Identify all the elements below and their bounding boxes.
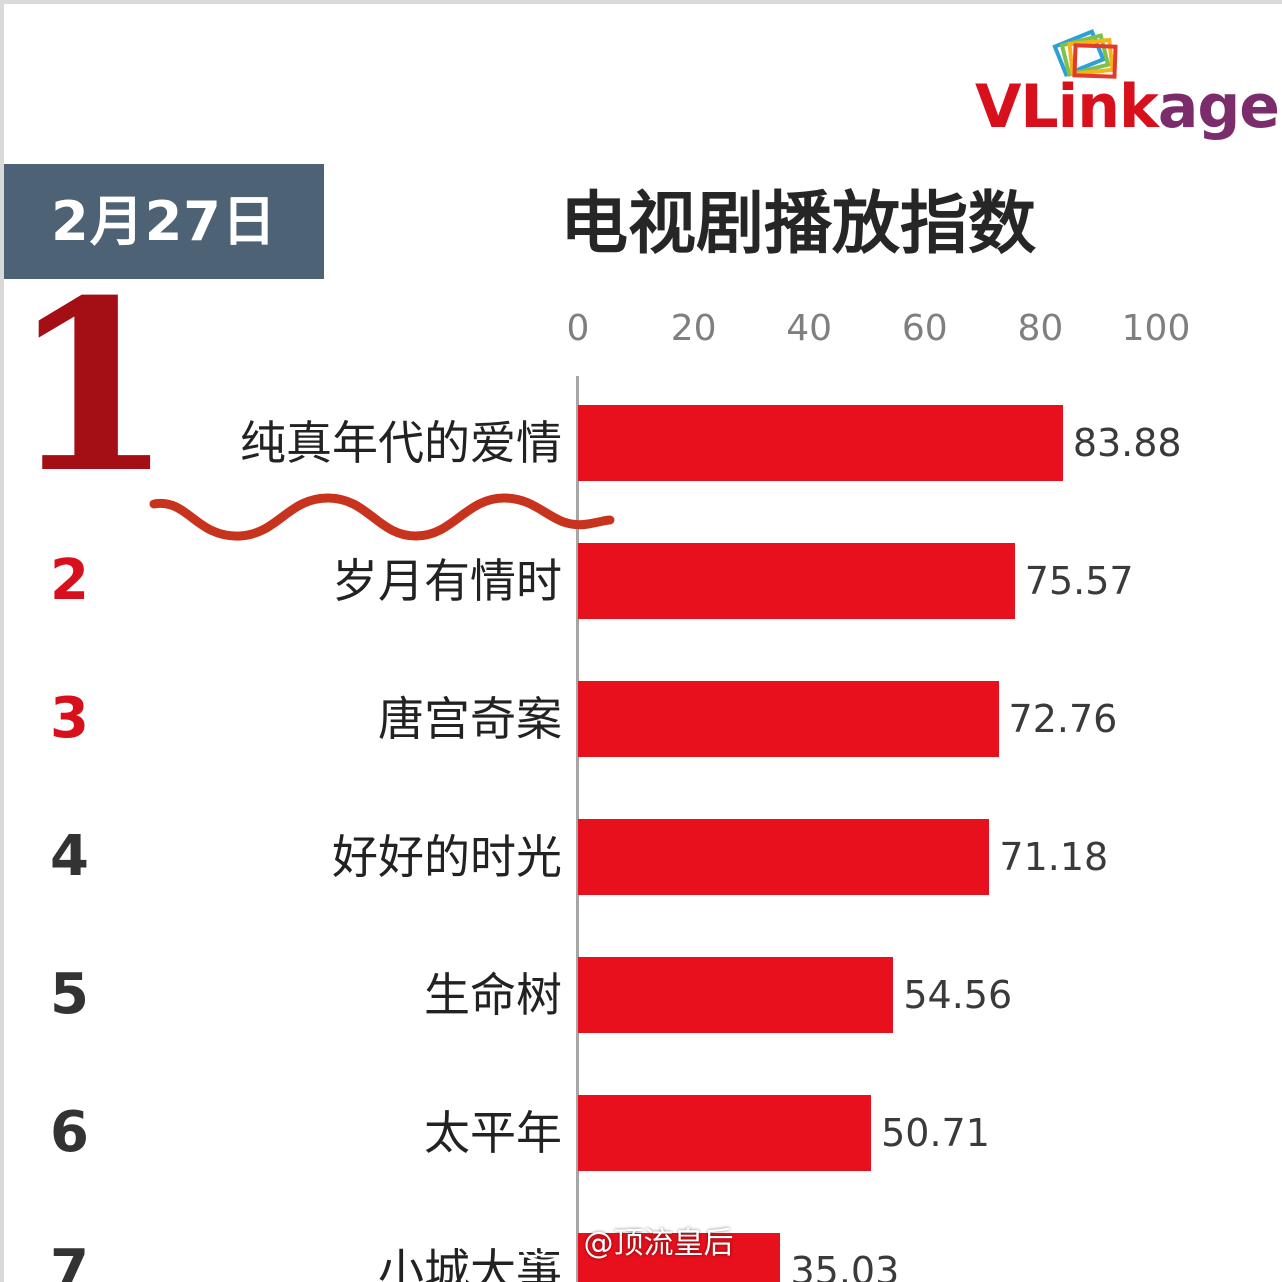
rank-number: 5 [50,962,89,1027]
category-label: 好好的时光 [332,830,562,884]
vlinkage-logo: VLinkage [975,20,1280,142]
rank-number: 2 [50,548,89,613]
data-label: 72.76 [1008,697,1118,741]
bar [578,1233,781,1282]
category-label: 唐宫奇案 [378,692,562,746]
bar [578,1095,872,1171]
y-axis-line [576,376,579,1282]
x-tick-label: 80 [1017,308,1064,349]
data-label: 35.03 [790,1249,900,1282]
bar [578,819,990,895]
rank-number: 6 [50,1100,89,1165]
x-tick-label: 20 [670,308,717,349]
x-tick-label: 100 [1121,308,1191,349]
data-label: 71.18 [999,835,1109,879]
category-label: 生命树 [424,968,562,1022]
data-label: 83.88 [1072,421,1182,465]
category-label: 纯真年代的爱情 [240,416,562,470]
rank-1-numeral: 1 [10,249,174,525]
x-tick-label: 60 [901,308,948,349]
bar [578,405,1063,481]
bar [578,543,1015,619]
bar [578,681,999,757]
category-label: 小城大事 [378,1244,562,1282]
watermark-text: @顶流皇后 [583,1226,734,1261]
handwritten-underline [149,493,615,541]
logo-wordmark: VLinkage [975,72,1280,142]
category-label: 太平年 [424,1106,562,1160]
logo-cards-icon [1052,28,1118,79]
rank-number: 3 [50,686,89,751]
bar [578,957,894,1033]
category-label: 岁月有情时 [332,554,562,608]
data-label: 54.56 [903,973,1013,1017]
weibo-watermark: @顶流皇后 [520,1222,734,1266]
chart-title: 电视剧播放指数 [560,185,1037,264]
x-tick-label: 0 [566,308,590,349]
data-label: 50.71 [881,1111,990,1155]
data-label: 75.57 [1024,559,1134,603]
x-tick-label: 40 [786,308,833,349]
weibo-icon [522,1229,572,1262]
rank-number: 4 [50,824,89,889]
rank-number: 7 [50,1238,89,1282]
date-badge: 2月27日 [4,164,324,279]
